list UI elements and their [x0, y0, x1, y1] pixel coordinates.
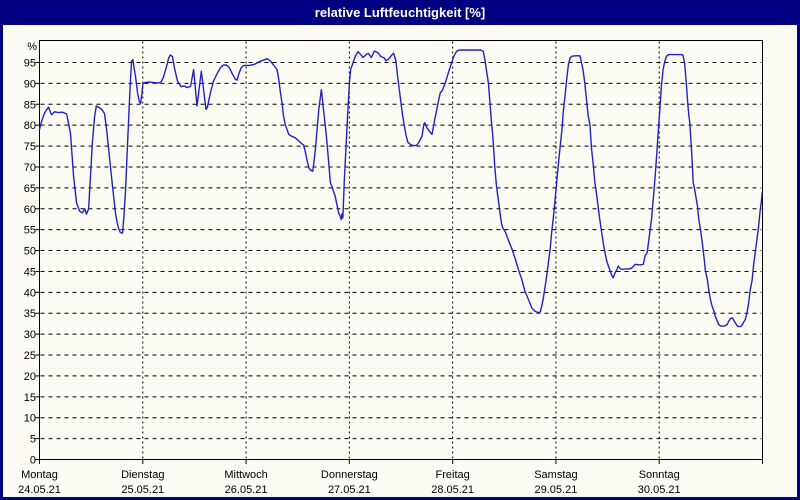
y-tick-label: 30: [24, 329, 36, 341]
day-name-label: Donnerstag: [321, 469, 378, 481]
y-tick-label: 95: [24, 58, 36, 70]
day-date-label: 29.05.21: [535, 484, 578, 496]
y-tick-label: 10: [24, 413, 36, 425]
y-tick-label: 25: [24, 350, 36, 362]
day-date-label: 28.05.21: [431, 484, 474, 496]
window-title: relative Luftfeuchtigkeit [%]: [0, 0, 800, 25]
humidity-line: [38, 49, 763, 328]
y-tick-label: 45: [24, 266, 36, 278]
y-unit-label: %: [27, 41, 37, 53]
y-tick-label: 50: [24, 246, 36, 258]
day-date-label: 27.05.21: [328, 484, 371, 496]
chart-content-area: 0 5 10 15 20 25 30 35 40 45 50 55 60 65 70 75 80 85 90 95% M…: [3, 25, 797, 497]
y-tick-label: 40: [24, 287, 36, 299]
day-name-label: Sonntag: [639, 469, 680, 481]
y-tick-label: 75: [24, 141, 36, 153]
day-date-label: 26.05.21: [225, 484, 268, 496]
day-name-label: Dienstag: [121, 469, 164, 481]
day-name-label: Mittwoch: [224, 469, 267, 481]
y-tick-label: 20: [24, 371, 36, 383]
y-tick-label: 0: [30, 455, 36, 467]
y-tick-label: 80: [24, 120, 36, 132]
day-name-label: Freitag: [436, 469, 470, 481]
y-tick-label: 55: [24, 225, 36, 237]
y-tick-label: 90: [24, 78, 36, 90]
y-tick-label: 70: [24, 162, 36, 174]
y-tick-label: 65: [24, 183, 36, 195]
y-tick-label: 5: [30, 434, 36, 446]
y-tick-label: 85: [24, 99, 36, 111]
plot-border: [39, 40, 763, 460]
day-name-label: Samstag: [534, 469, 577, 481]
y-tick-label: 60: [24, 204, 36, 216]
y-tick-label: 15: [24, 392, 36, 404]
day-date-label: 25.05.21: [121, 484, 164, 496]
day-date-label: 30.05.21: [638, 484, 681, 496]
humidity-line-chart: 0 5 10 15 20 25 30 35 40 45 50 55 60 65 70 75 80 85 90 95% M…: [18, 40, 763, 496]
day-date-label: 24.05.21: [18, 484, 61, 496]
y-tick-label: 35: [24, 308, 36, 320]
day-name-label: Montag: [21, 469, 58, 481]
